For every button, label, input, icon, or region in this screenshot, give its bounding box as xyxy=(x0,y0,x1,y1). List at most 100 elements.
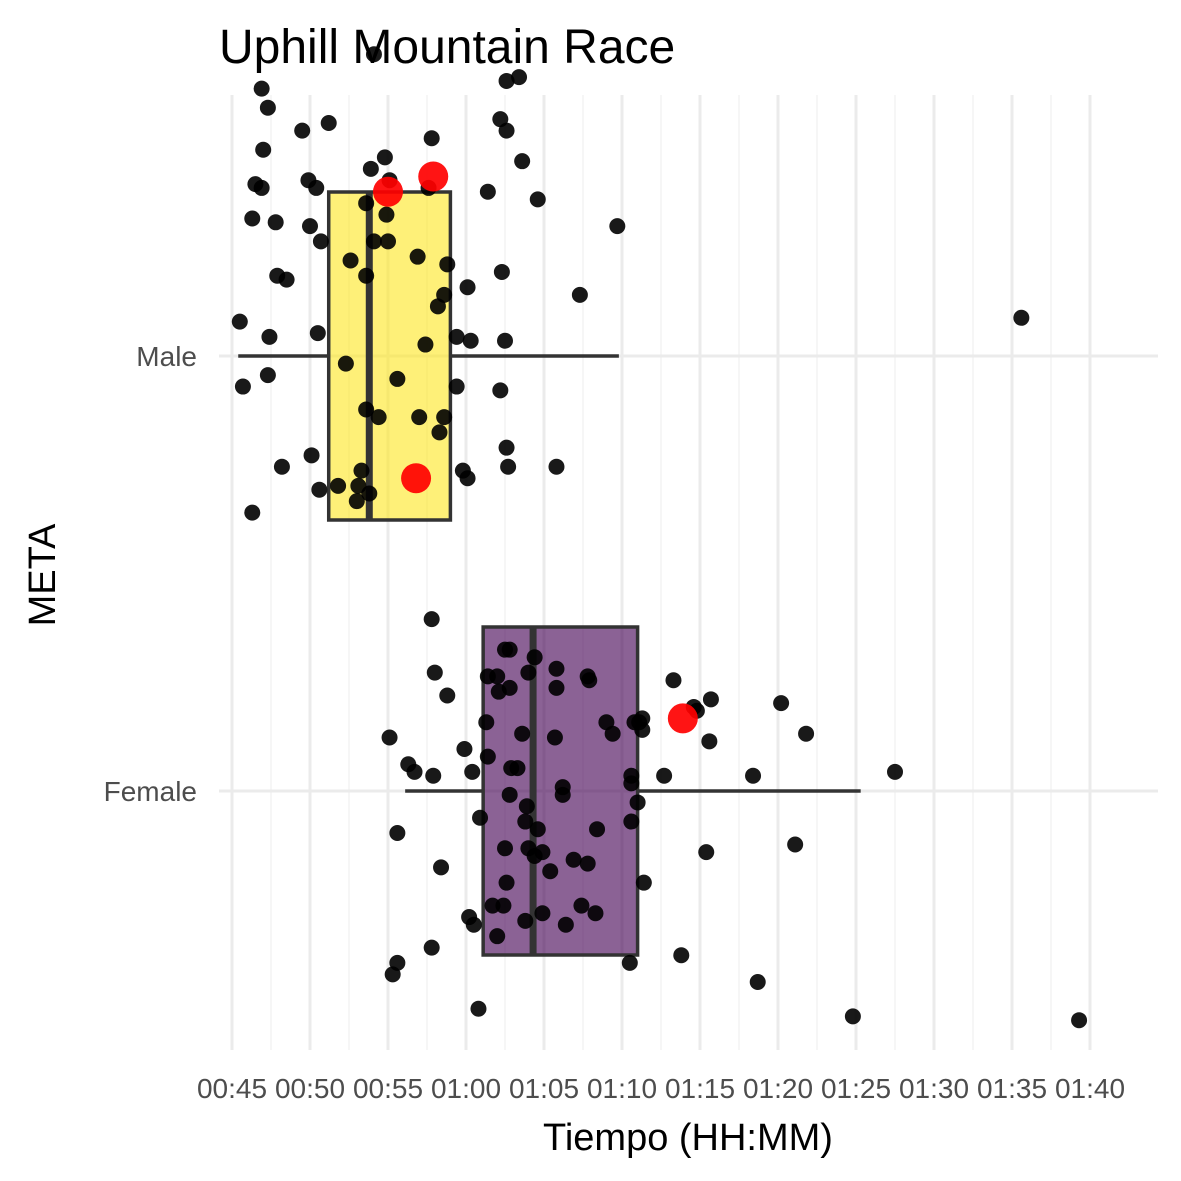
data-point xyxy=(376,149,393,166)
data-point xyxy=(464,763,481,780)
data-point xyxy=(497,641,513,658)
data-point xyxy=(520,664,537,681)
data-point xyxy=(634,710,651,727)
data-point xyxy=(571,286,588,303)
data-point xyxy=(702,691,719,708)
data-point xyxy=(629,794,646,811)
data-point xyxy=(773,695,790,712)
data-point xyxy=(587,905,604,922)
data-point xyxy=(498,122,515,139)
data-point xyxy=(370,409,387,426)
data-point xyxy=(548,679,565,696)
data-point xyxy=(348,493,365,510)
data-point xyxy=(554,786,571,803)
data-point xyxy=(698,844,715,861)
y-tick-label: Female xyxy=(104,776,197,807)
data-point xyxy=(417,336,434,353)
data-point xyxy=(511,69,528,86)
data-point xyxy=(448,328,465,345)
data-point xyxy=(573,897,590,914)
data-point xyxy=(380,233,396,250)
data-point xyxy=(234,378,251,395)
data-point xyxy=(623,767,640,784)
data-point xyxy=(362,160,379,177)
data-point xyxy=(749,974,766,990)
data-point xyxy=(529,821,546,838)
data-point xyxy=(378,206,395,223)
data-point xyxy=(798,725,815,742)
data-point xyxy=(500,458,517,475)
data-point xyxy=(309,325,326,342)
data-point xyxy=(514,725,531,742)
box-group-male xyxy=(231,46,1030,522)
data-point xyxy=(557,916,574,933)
data-point xyxy=(621,954,638,971)
data-point xyxy=(358,267,375,284)
data-point xyxy=(609,218,626,235)
data-point xyxy=(311,481,328,498)
data-point xyxy=(534,844,551,861)
x-tick-label: 01:15 xyxy=(665,1073,735,1104)
data-point xyxy=(495,897,512,914)
data-point xyxy=(497,840,513,857)
data-point xyxy=(358,195,375,212)
x-tick-label: 01:05 xyxy=(509,1073,579,1104)
x-axis-ticks: 00:45 00:50 00:55 01:00 01:05 01:10 01:15 01:20… xyxy=(197,1073,1125,1104)
data-point xyxy=(255,141,272,158)
data-point xyxy=(320,114,337,131)
data-point xyxy=(261,328,278,345)
data-point xyxy=(656,767,673,784)
data-point xyxy=(598,714,615,731)
y-tick-label: Male xyxy=(136,341,197,372)
box-group-female xyxy=(381,611,1088,1029)
data-point xyxy=(381,729,398,746)
data-point xyxy=(526,649,543,666)
data-point xyxy=(472,809,489,826)
data-point xyxy=(231,313,248,330)
x-tick-label: 01:20 xyxy=(743,1073,813,1104)
x-tick-label: 01:30 xyxy=(899,1073,969,1104)
data-point xyxy=(745,767,762,784)
data-point xyxy=(244,210,261,227)
data-point xyxy=(623,813,640,830)
data-point xyxy=(581,672,598,689)
data-point xyxy=(478,714,495,731)
data-point xyxy=(501,786,518,803)
data-point xyxy=(302,218,318,235)
data-point xyxy=(498,874,515,891)
data-point xyxy=(701,733,718,750)
data-point xyxy=(439,256,456,273)
data-point xyxy=(273,458,290,475)
data-point xyxy=(489,668,506,685)
data-point xyxy=(426,664,443,681)
data-point xyxy=(411,409,428,426)
data-point xyxy=(278,271,295,288)
data-point xyxy=(384,966,401,983)
data-point xyxy=(514,153,531,170)
data-point xyxy=(546,729,563,746)
data-point xyxy=(534,905,551,922)
data-point xyxy=(565,851,582,868)
box-groups xyxy=(231,46,1088,1029)
data-point xyxy=(470,1000,487,1017)
x-tick-label: 01:25 xyxy=(821,1073,891,1104)
data-point xyxy=(459,279,476,296)
data-point xyxy=(353,462,370,479)
highlight-point xyxy=(667,703,698,734)
data-point xyxy=(303,447,320,464)
x-tick-label: 00:50 xyxy=(275,1073,345,1104)
data-point xyxy=(436,286,453,303)
grid-lines xyxy=(219,95,1158,1050)
data-point xyxy=(365,46,382,63)
data-point xyxy=(498,72,515,89)
data-point xyxy=(529,191,546,208)
data-point xyxy=(259,367,276,384)
data-point xyxy=(433,859,450,876)
data-point xyxy=(350,477,367,494)
data-point xyxy=(589,821,606,838)
data-point xyxy=(358,401,375,418)
data-point xyxy=(548,458,565,475)
data-point xyxy=(423,611,440,628)
data-point xyxy=(342,252,359,269)
